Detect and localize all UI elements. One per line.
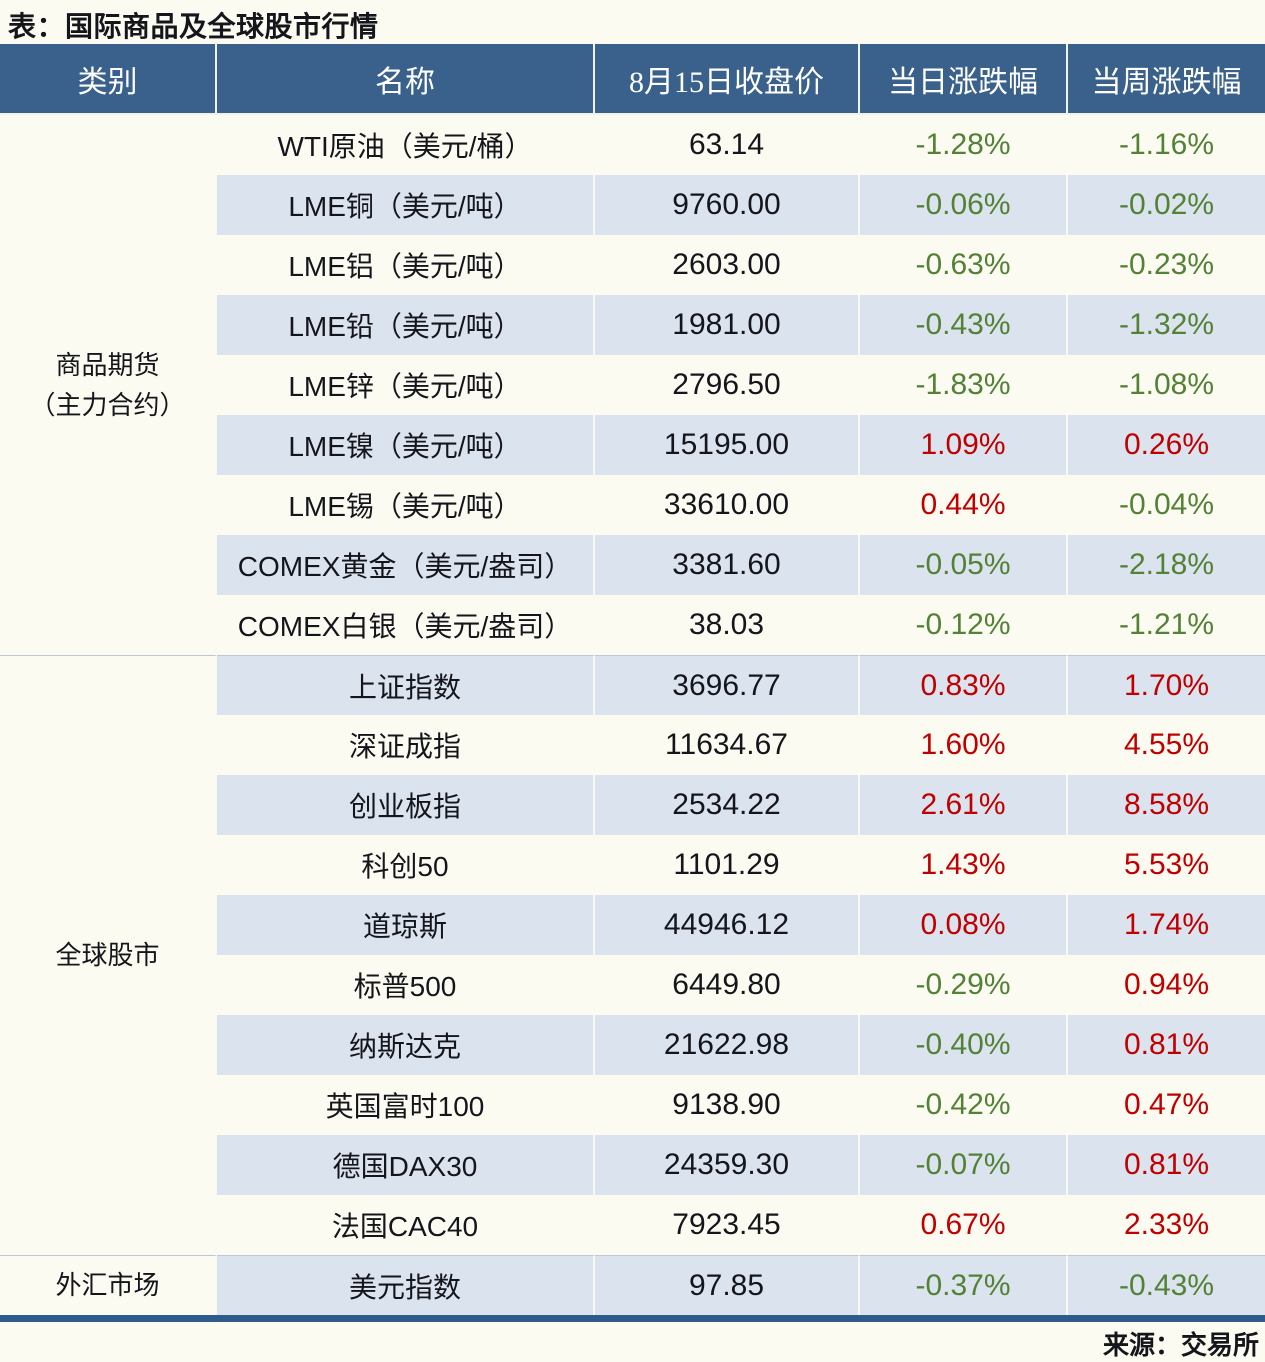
close-price-cell: 33610.00 xyxy=(595,475,860,535)
day-change-cell: 0.67% xyxy=(860,1195,1068,1255)
week-change-cell: -1.16% xyxy=(1118,128,1215,161)
week-change-cell: -0.04% xyxy=(1118,488,1215,521)
name-cell: 法国CAC40 xyxy=(217,1195,595,1255)
week-change-cell: -1.21% xyxy=(1118,608,1215,641)
day-change-cell: -0.12% xyxy=(860,595,1068,655)
close-price-cell: 21622.98 xyxy=(595,1015,860,1075)
week-change-cell: 0.94% xyxy=(1123,968,1210,1001)
name-cell: LME铜（美元/吨） xyxy=(217,175,595,235)
name-cell: LME镍（美元/吨） xyxy=(217,415,595,475)
week-change-cell: 0.26% xyxy=(1068,415,1265,475)
week-change-cell: -0.23% xyxy=(1118,248,1215,281)
day-change-cell: -0.43% xyxy=(860,295,1068,355)
header-cell: 名称 xyxy=(217,44,595,115)
week-change-cell: -1.08% xyxy=(1118,368,1215,401)
name-cell: WTI原油（美元/桶） xyxy=(217,115,595,175)
close-price-cell: 2796.50 xyxy=(595,355,860,415)
day-change-cell: 0.08% xyxy=(860,895,1068,955)
name-cell: 科创50 xyxy=(217,835,595,895)
day-change-cell: 1.09% xyxy=(860,415,1068,475)
name-cell: 深证成指 xyxy=(217,715,595,775)
day-change-cell: -0.40% xyxy=(860,1015,1068,1075)
header-cell: 8月15日收盘价 xyxy=(595,44,860,115)
name-cell: 美元指数 xyxy=(217,1255,595,1315)
market-table: 类别 名称 8月15日收盘价 当日涨跌幅 当周涨跌幅商品期货 （主力合约） WTI原油（美… xyxy=(0,44,1265,1322)
day-change-cell: 1.43% xyxy=(860,835,1068,895)
week-change-cell: -0.43% xyxy=(1068,1255,1265,1315)
header-cell: 类别 xyxy=(0,44,217,115)
day-change-cell: 0.44% xyxy=(860,475,1068,535)
close-price-cell: 3696.77 xyxy=(595,655,860,715)
week-change-cell: 1.70% xyxy=(1068,655,1265,715)
header-cell: 当周涨跌幅 xyxy=(1068,44,1265,115)
close-price-cell: 2534.22 xyxy=(595,775,860,835)
week-change-cell: -1.32% xyxy=(1068,295,1265,355)
day-change-cell: 2.61% xyxy=(860,775,1068,835)
name-cell: 标普500 xyxy=(217,955,595,1015)
week-change-cell: -2.18% xyxy=(1068,535,1265,595)
week-change-cell: 1.74% xyxy=(1068,895,1265,955)
close-price-cell: 9760.00 xyxy=(595,175,860,235)
day-change-cell: 0.83% xyxy=(860,655,1068,715)
name-cell: 纳斯达克 xyxy=(217,1015,595,1075)
day-change-cell: -0.07% xyxy=(860,1135,1068,1195)
name-cell: 上证指数 xyxy=(217,655,595,715)
close-price-cell: 24359.30 xyxy=(595,1135,860,1195)
name-cell: COMEX白银（美元/盎司） xyxy=(217,595,595,655)
close-price-cell: 15195.00 xyxy=(595,415,860,475)
week-change-cell: 0.47% xyxy=(1123,1088,1210,1121)
source-label: 来源：交易所 xyxy=(1102,1330,1259,1360)
page-title: 表：国际商品及全球股市行情 xyxy=(8,11,379,42)
day-change-cell: -0.63% xyxy=(860,235,1068,295)
day-change-cell: -0.06% xyxy=(860,175,1068,235)
name-cell: LME铝（美元/吨） xyxy=(217,235,595,295)
day-change-cell: -1.28% xyxy=(860,115,1068,175)
header-cell: 当日涨跌幅 xyxy=(860,44,1068,115)
close-price-cell: 9138.90 xyxy=(595,1075,860,1135)
close-price-cell: 7923.45 xyxy=(595,1195,860,1255)
close-price-cell: 6449.80 xyxy=(595,955,860,1015)
category-cell: 全球股市 xyxy=(0,655,217,1255)
name-cell: LME锡（美元/吨） xyxy=(217,475,595,535)
day-change-cell: -0.37% xyxy=(860,1255,1068,1315)
close-price-cell: 63.14 xyxy=(595,115,860,175)
name-cell: 道琼斯 xyxy=(217,895,595,955)
day-change-cell: -0.05% xyxy=(860,535,1068,595)
name-cell: 英国富时100 xyxy=(217,1075,595,1135)
day-change-cell: -1.83% xyxy=(860,355,1068,415)
close-price-cell: 1981.00 xyxy=(595,295,860,355)
close-price-cell: 38.03 xyxy=(595,595,860,655)
category-cell: 外汇市场 xyxy=(0,1255,217,1315)
day-change-cell: 1.60% xyxy=(860,715,1068,775)
week-change-cell: 4.55% xyxy=(1123,728,1210,761)
week-change-cell: -0.02% xyxy=(1068,175,1265,235)
name-cell: LME锌（美元/吨） xyxy=(217,355,595,415)
week-change-cell: 8.58% xyxy=(1068,775,1265,835)
week-change-cell: 5.53% xyxy=(1123,848,1210,881)
day-change-cell: -0.42% xyxy=(860,1075,1068,1135)
close-price-cell: 1101.29 xyxy=(595,835,860,895)
close-price-cell: 2603.00 xyxy=(595,235,860,295)
day-change-cell: -0.29% xyxy=(860,955,1068,1015)
week-change-cell: 0.81% xyxy=(1068,1015,1265,1075)
name-cell: COMEX黄金（美元/盎司） xyxy=(217,535,595,595)
category-cell: 商品期货 （主力合约） xyxy=(0,115,217,655)
close-price-cell: 11634.67 xyxy=(595,715,860,775)
name-cell: 创业板指 xyxy=(217,775,595,835)
close-price-cell: 44946.12 xyxy=(595,895,860,955)
name-cell: 德国DAX30 xyxy=(217,1135,595,1195)
name-cell: LME铅（美元/吨） xyxy=(217,295,595,355)
close-price-cell: 3381.60 xyxy=(595,535,860,595)
week-change-cell: 0.81% xyxy=(1068,1135,1265,1195)
week-change-cell: 2.33% xyxy=(1123,1208,1210,1241)
close-price-cell: 97.85 xyxy=(595,1255,860,1315)
